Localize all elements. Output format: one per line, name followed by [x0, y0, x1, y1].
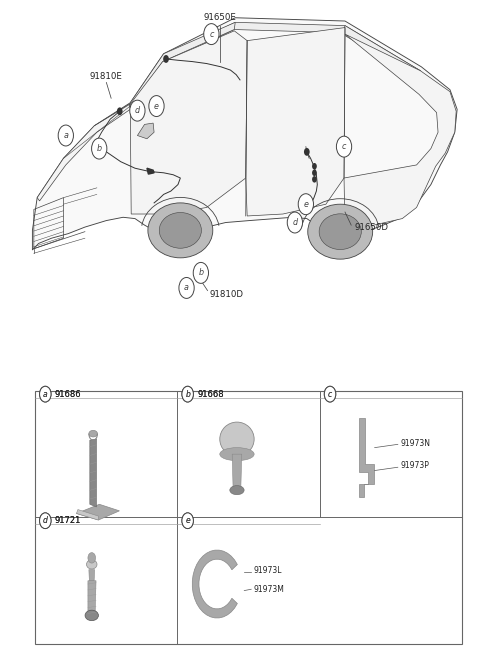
Circle shape — [324, 386, 336, 402]
Ellipse shape — [86, 560, 97, 569]
Circle shape — [182, 513, 193, 529]
Circle shape — [58, 125, 73, 146]
Circle shape — [182, 386, 193, 402]
Polygon shape — [130, 31, 247, 214]
Text: a: a — [184, 283, 189, 292]
Circle shape — [39, 513, 51, 529]
Text: b: b — [198, 269, 204, 277]
Polygon shape — [33, 18, 457, 250]
Ellipse shape — [220, 422, 254, 456]
Text: 91668: 91668 — [197, 390, 224, 399]
Polygon shape — [344, 34, 456, 232]
Circle shape — [117, 107, 122, 115]
Text: 91650E: 91650E — [204, 13, 236, 22]
Circle shape — [304, 148, 310, 156]
Circle shape — [130, 100, 145, 121]
Circle shape — [298, 194, 313, 215]
Circle shape — [182, 513, 193, 529]
Circle shape — [204, 24, 219, 45]
Polygon shape — [192, 550, 237, 618]
Circle shape — [179, 277, 194, 298]
Text: 91810D: 91810D — [209, 290, 243, 299]
Circle shape — [312, 163, 317, 170]
Text: 91973M: 91973M — [253, 585, 285, 594]
Text: 91721: 91721 — [55, 516, 81, 525]
Text: e: e — [185, 516, 190, 525]
Text: c: c — [342, 142, 346, 151]
Polygon shape — [232, 454, 242, 490]
Text: d: d — [292, 218, 298, 227]
Text: 91973L: 91973L — [253, 566, 282, 576]
Text: d: d — [135, 106, 140, 115]
Text: 91810E: 91810E — [90, 72, 122, 81]
Ellipse shape — [220, 447, 254, 461]
Circle shape — [193, 262, 208, 283]
Circle shape — [182, 386, 193, 402]
Polygon shape — [147, 168, 154, 174]
Text: b: b — [185, 390, 190, 399]
Circle shape — [39, 386, 51, 402]
Polygon shape — [76, 505, 120, 520]
Polygon shape — [360, 418, 374, 497]
Text: 91721: 91721 — [55, 516, 81, 525]
Polygon shape — [246, 28, 345, 216]
Circle shape — [39, 386, 51, 402]
Text: a: a — [43, 390, 48, 399]
Ellipse shape — [85, 610, 98, 621]
Circle shape — [324, 386, 336, 402]
Text: 91973P: 91973P — [400, 461, 429, 470]
Polygon shape — [137, 123, 154, 139]
Text: c: c — [328, 390, 332, 399]
Ellipse shape — [89, 430, 97, 437]
Polygon shape — [164, 22, 420, 77]
Ellipse shape — [319, 214, 361, 250]
Circle shape — [39, 513, 51, 529]
Ellipse shape — [159, 212, 202, 248]
Text: d: d — [43, 516, 48, 525]
Ellipse shape — [148, 203, 213, 258]
Text: b: b — [185, 390, 190, 399]
Text: a: a — [63, 131, 68, 140]
Text: 91668: 91668 — [197, 390, 224, 399]
Text: e: e — [185, 516, 190, 525]
Polygon shape — [76, 510, 98, 520]
Circle shape — [88, 553, 96, 563]
Polygon shape — [129, 22, 235, 108]
Ellipse shape — [230, 486, 244, 495]
Text: d: d — [43, 516, 48, 525]
Text: a: a — [43, 390, 48, 399]
Text: c: c — [209, 30, 214, 39]
Polygon shape — [37, 104, 130, 201]
Circle shape — [312, 176, 317, 183]
Ellipse shape — [308, 204, 372, 259]
Text: b: b — [96, 144, 102, 153]
Text: e: e — [154, 102, 159, 110]
Circle shape — [149, 96, 164, 116]
Text: e: e — [303, 200, 308, 209]
Circle shape — [92, 138, 107, 159]
Circle shape — [163, 55, 169, 63]
Text: c: c — [328, 390, 332, 399]
Circle shape — [287, 212, 302, 233]
Text: 91686: 91686 — [55, 390, 82, 399]
Polygon shape — [88, 581, 96, 616]
Text: 91650D: 91650D — [355, 223, 388, 232]
Text: 91686: 91686 — [55, 390, 82, 399]
Bar — [35, 391, 462, 644]
Circle shape — [336, 136, 352, 157]
Polygon shape — [90, 439, 96, 507]
Circle shape — [312, 170, 317, 176]
Text: 91973N: 91973N — [400, 438, 430, 447]
Polygon shape — [343, 26, 420, 79]
Polygon shape — [89, 570, 95, 581]
